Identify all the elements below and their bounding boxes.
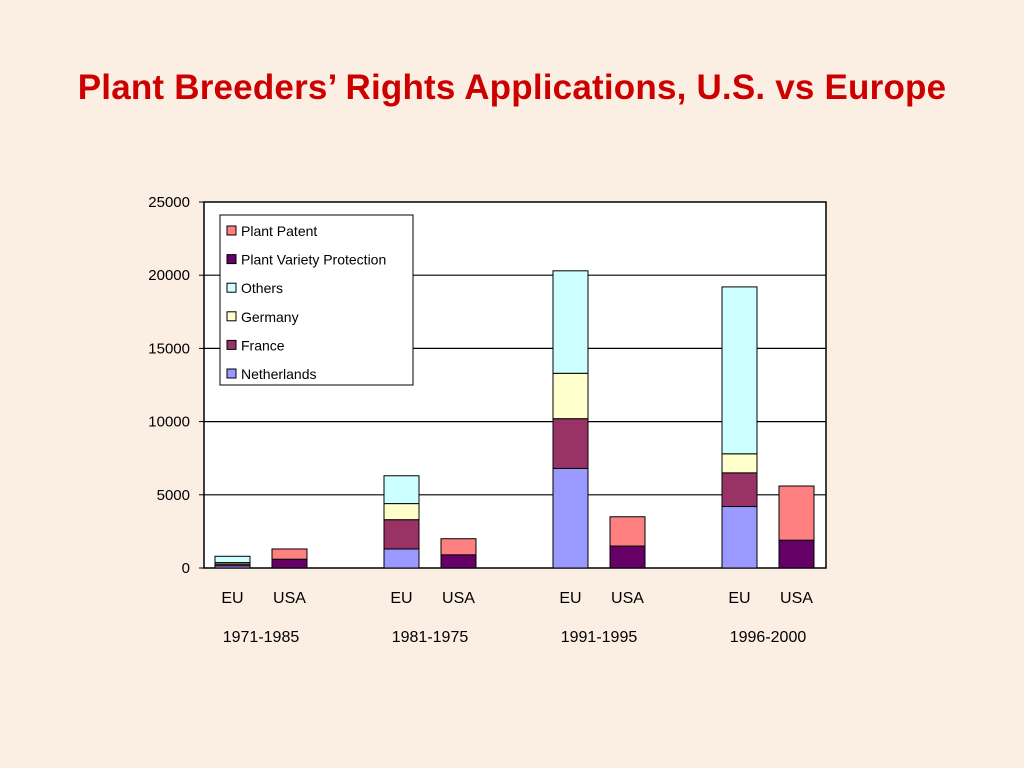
bar-segment-plant-patent <box>609 516 646 547</box>
bar-segment-others <box>383 475 420 505</box>
x-period-label: 1996-2000 <box>730 629 807 646</box>
legend-label-others: Others <box>241 280 283 296</box>
bar-segment-others <box>552 270 589 374</box>
bar-segment-france <box>721 472 758 508</box>
x-category-label: USA <box>611 590 644 607</box>
legend-label-germany: Germany <box>241 309 299 325</box>
legend-label-plant-patent: Plant Patent <box>241 223 317 239</box>
bar-segment-germany <box>383 503 420 521</box>
bar-segment-plant-variety-protection <box>778 539 815 569</box>
legend-box <box>219 214 414 386</box>
legend-swatch-germany <box>226 311 237 322</box>
slide-title: Plant Breeders’ Rights Applications, U.S… <box>77 68 947 107</box>
bar-segment-plant-patent <box>778 485 815 541</box>
x-category-label: USA <box>780 590 813 607</box>
bar-segment-netherlands <box>721 506 758 569</box>
bar-segment-others <box>721 286 758 455</box>
legend-swatch-netherlands <box>226 368 237 379</box>
legend-swatch-plant-patent <box>226 225 237 236</box>
x-period-label: 1981-1975 <box>392 629 469 646</box>
x-category-label: USA <box>273 590 306 607</box>
legend: Plant Patent Plant Variety Protection Othe… <box>219 214 414 386</box>
x-category-label: EU <box>221 590 243 607</box>
legend-label-plant-variety-protection: Plant Variety Protection <box>241 252 386 268</box>
y-tick-label: 20000 <box>148 267 190 284</box>
x-category-label: EU <box>390 590 412 607</box>
bar-segment-others <box>214 555 251 564</box>
x-period-label: 1971-1985 <box>223 629 300 646</box>
bar-segment-plant-patent <box>271 548 308 560</box>
y-tick-label: 5000 <box>157 487 190 504</box>
legend-label-france: France <box>241 337 285 353</box>
bar-segment-germany <box>721 453 758 474</box>
bar-segment-netherlands <box>552 467 589 569</box>
bar-segment-plant-variety-protection <box>271 558 308 569</box>
bar-segment-plant-variety-protection <box>609 545 646 569</box>
bar-segment-plant-variety-protection <box>440 554 477 569</box>
x-category-label: EU <box>559 590 581 607</box>
y-tick-label: 0 <box>182 560 190 577</box>
legend-swatch-france <box>226 339 237 350</box>
bar-segment-france <box>552 418 589 469</box>
x-period-label: 1991-1995 <box>561 629 638 646</box>
y-tick-label: 15000 <box>148 340 190 357</box>
y-tick-label: 25000 <box>148 194 190 211</box>
bar-segment-plant-patent <box>440 538 477 556</box>
y-tick-label: 10000 <box>148 414 190 431</box>
x-category-label: EU <box>728 590 750 607</box>
axes: 0 5000 10000 15000 20000 25000 EU USA 1971-1985 E… <box>148 194 813 646</box>
bar-segment-germany <box>552 372 589 420</box>
legend-swatch-others <box>226 282 237 293</box>
x-category-label: USA <box>442 590 475 607</box>
bar-segment-netherlands <box>383 548 420 569</box>
legend-label-netherlands: Netherlands <box>241 366 317 382</box>
bars <box>214 270 815 569</box>
legend-swatch-plant-variety-protection <box>226 254 237 265</box>
bar-segment-france <box>383 519 420 550</box>
